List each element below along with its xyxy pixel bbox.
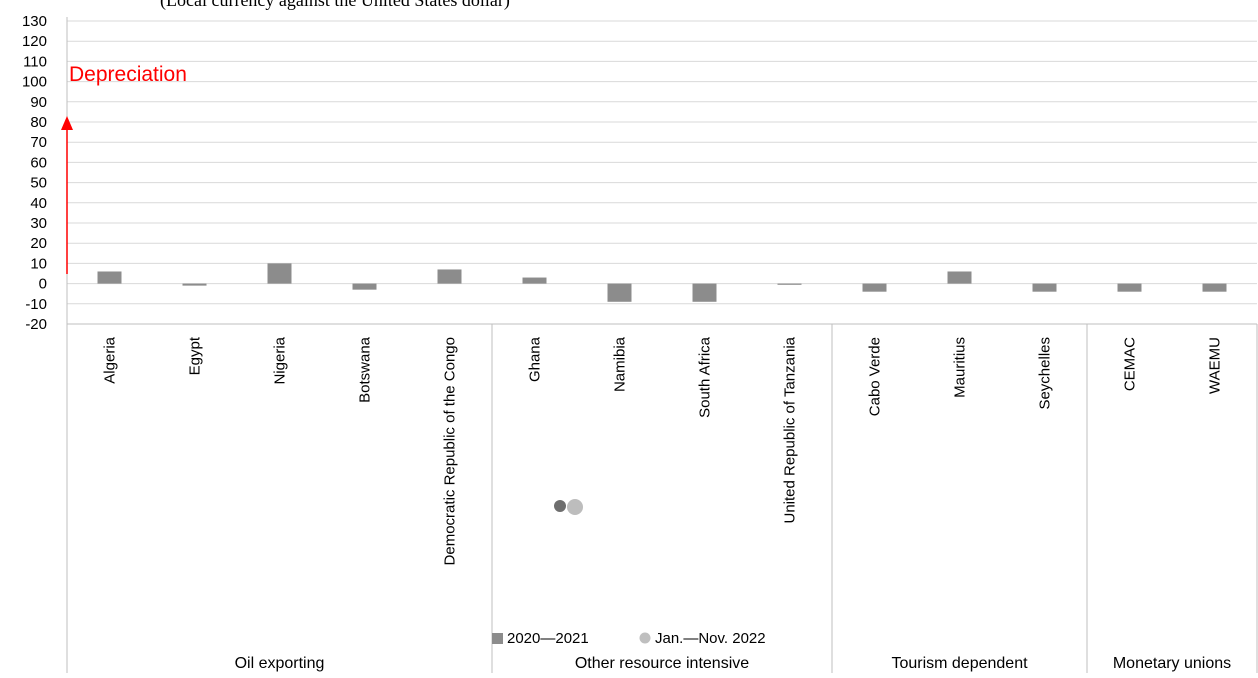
bar	[522, 277, 547, 284]
x-category-label: Namibia	[612, 336, 629, 392]
legend-label-2022: Jan.—Nov. 2022	[655, 630, 766, 647]
y-tick-label: 70	[30, 134, 47, 151]
y-tick-label: -10	[25, 296, 47, 313]
bar	[947, 271, 972, 284]
chart-subtitle: (Local currency against the United State…	[160, 0, 510, 11]
gridlines	[67, 20, 1257, 325]
bar	[97, 271, 122, 284]
x-category-label: Ghana	[527, 336, 544, 382]
x-category-label: Seychelles	[1037, 337, 1054, 410]
x-category-label: CEMAC	[1122, 337, 1139, 391]
legend-label-2020-2021: 2020—2021	[507, 630, 589, 647]
y-tick-label: 120	[22, 33, 47, 50]
depreciation-arrow-head	[61, 116, 73, 130]
x-category-label: Democratic Republic of the Congo	[442, 337, 459, 565]
y-tick-label: 60	[30, 154, 47, 171]
bar	[437, 269, 462, 284]
bar	[267, 263, 292, 284]
x-category-label: Nigeria	[272, 336, 289, 384]
y-tick-label: 40	[30, 195, 47, 212]
x-category-label: United Republic of Tanzania	[782, 336, 799, 523]
depreciation-annotation: Depreciation	[61, 63, 187, 274]
x-category-label: WAEMU	[1207, 337, 1224, 394]
bar	[1202, 283, 1227, 292]
x-category-label: South Africa	[697, 336, 714, 418]
depreciation-label: Depreciation	[69, 63, 187, 86]
x-category-label: Mauritius	[952, 337, 969, 398]
x-category-label: Botswana	[357, 336, 374, 403]
y-tick-label: 0	[39, 276, 47, 293]
y-tick-label: 20	[30, 235, 47, 252]
x-category-label: Cabo Verde	[867, 337, 884, 416]
group-label: Monetary unions	[1113, 655, 1231, 672]
y-tick-label: 130	[22, 13, 47, 30]
bar-highlight-glow	[554, 499, 583, 515]
bar	[777, 283, 802, 285]
group-label: Other resource intensive	[575, 655, 749, 672]
group-label: Tourism dependent	[891, 655, 1028, 672]
bar	[1032, 283, 1057, 292]
legend-swatch-2022	[639, 632, 651, 644]
axes	[66, 17, 1258, 673]
y-tick-label: 110	[23, 53, 47, 70]
bar	[692, 283, 717, 302]
legend: 2020—2021 Jan.—Nov. 2022	[492, 630, 766, 647]
labels: -20 -10 0 10 20 30 40 50 60 70 80 90 100 110 120 130 Oil…	[22, 13, 1231, 672]
y-tick-label: -20	[25, 316, 47, 333]
y-tick-label: 30	[30, 215, 47, 232]
bar	[182, 283, 207, 286]
legend-swatch-2020-2021	[492, 633, 503, 644]
y-tick-label: 50	[30, 175, 47, 192]
bars	[97, 263, 1227, 302]
x-category-label: Egypt	[187, 336, 204, 375]
group-label: Oil exporting	[235, 655, 325, 672]
y-tick-label: 90	[30, 94, 47, 111]
y-tick-label: 80	[30, 114, 47, 131]
bar	[352, 283, 377, 290]
bar	[862, 283, 887, 292]
bar	[1117, 283, 1142, 292]
y-tick-label: 10	[30, 255, 47, 272]
bar	[607, 283, 632, 302]
y-tick-label: 100	[22, 74, 47, 91]
x-category-label: Algeria	[102, 336, 119, 383]
